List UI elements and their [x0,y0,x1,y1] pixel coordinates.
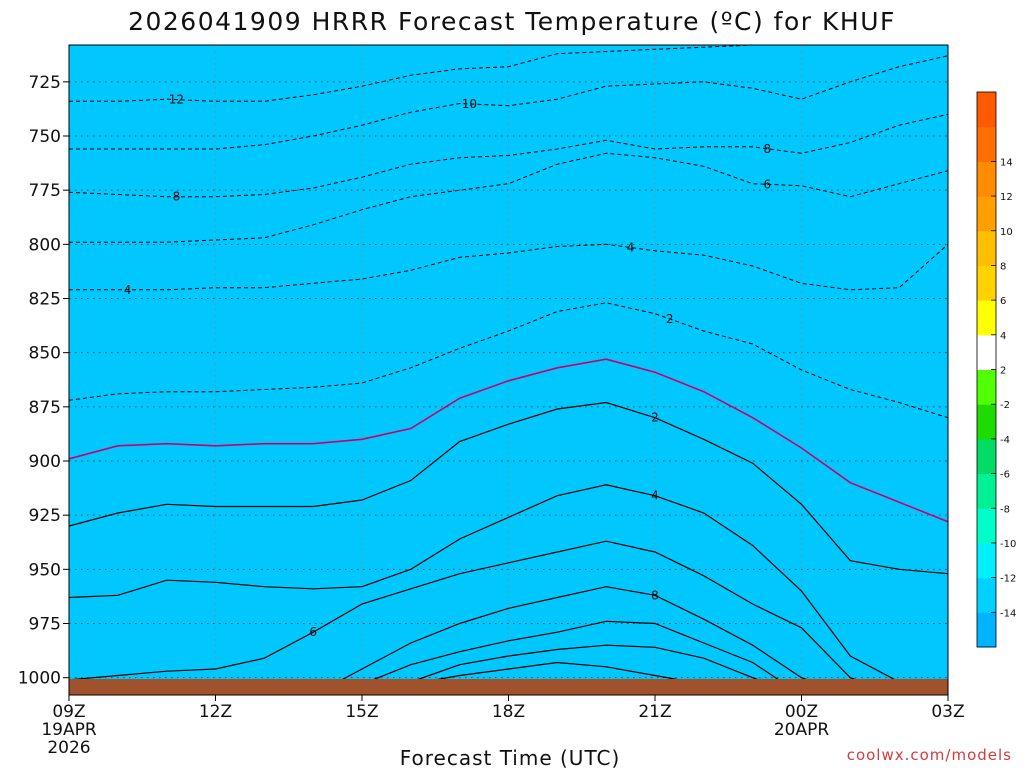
x-tick-label-18Z: 18Z [492,702,525,722]
colorbar-label-0: -14 [1000,608,1016,619]
contour-label-11: 6 [309,625,317,639]
ground-surface [69,679,948,695]
isotherm-0 [69,358,948,523]
colorbar-label-12: 12 [1000,192,1013,203]
colorbar-label-4: -6 [1000,470,1010,481]
isotherm-minus-12 [69,45,948,102]
colorbar-swatch-8 [977,334,996,370]
isotherm-12 [69,644,948,695]
colorbar-swatch-10 [977,265,996,301]
contour-label-6: 4 [124,283,132,297]
colorbar-label-13: 14 [1000,157,1013,168]
colorbar-swatch-12 [977,196,996,232]
y-tick-label-1000: 1000 [18,669,61,689]
colorbar-label-5: -4 [1000,435,1010,446]
colorbar-label-1: -12 [1000,574,1016,585]
colorbar-legend: -14 -12 -10 -8 -6 -4 -2 2 4 6 8 10 12 14 [976,91,1016,648]
x-tick-date-00Z: 20APR [774,720,830,740]
x-tick-date-09Z: 19APR [41,720,97,740]
colorbar-swatch-11 [977,230,996,266]
colorbar-swatch-3 [977,508,996,544]
contour-label-1: 10 [462,97,477,111]
colorbar-label-9: 6 [1000,296,1006,307]
isotherm-minus-10 [69,55,948,150]
credit-text: coolwx.com/models [847,746,1012,764]
x-tick-label-03Z: 03Z [931,702,964,722]
y-tick-label-975: 975 [29,615,61,635]
y-tick-label-800: 800 [29,235,61,255]
colorbar-label-7: 2 [1000,366,1006,377]
colorbar-swatch-4 [977,473,996,509]
contour-label-0: 12 [169,93,184,107]
contour-label-9: 4 [651,489,659,503]
contour-labels: 12 10 8 8 6 4 4 2 2 4 8 6 [124,93,771,640]
isotherm-minus-4 [69,243,948,291]
contour-label-8: 2 [651,411,659,425]
colorbar-swatch-9 [977,300,996,336]
x-tick-label-09Z: 09Z [52,702,85,722]
y-tick-label-875: 875 [29,398,61,418]
colorbar-label-6: -2 [1000,400,1010,411]
x-axis-label: Forecast Time (UTC) [400,746,621,768]
contour-label-7: 2 [666,312,674,326]
chart-title: 2026041909 HRRR Forecast Temperature (ºC… [128,7,896,36]
x-tick-year-09Z: 2026 [47,738,90,758]
colorbar-swatch-15 [977,92,996,128]
y-tick-label-825: 825 [29,290,61,310]
isotherm-minus-8 [69,113,948,198]
contour-label-5: 4 [627,241,635,255]
isotherm-4 [69,484,948,695]
isotherm-2 [69,401,948,575]
x-tick-label-12Z: 12Z [199,702,232,722]
contour-label-2: 8 [763,142,771,156]
colorbar-swatch-14 [977,126,996,162]
colorbar-label-11: 10 [1000,227,1013,238]
colorbar-swatch-5 [977,438,996,475]
isotherm-14 [69,661,948,695]
colorbar-swatch-6 [977,404,996,440]
contour-label-4: 6 [763,177,771,191]
x-tick-label-00Z: 00Z [785,702,818,722]
colorbar-swatch-1 [977,577,996,613]
isotherm-8 [69,586,948,695]
y-axis: 725 750 775 800 825 850 875 900 925 950 975 1000 [18,73,69,689]
colorbar-label-3: -8 [1000,504,1010,515]
y-tick-label-850: 850 [29,344,61,364]
isotherm-minus-2 [69,302,948,419]
y-tick-label-775: 775 [29,181,61,201]
grid-lines [69,45,948,695]
contour-label-3: 8 [173,190,181,204]
isotherm-6 [69,540,948,695]
isotherm-10 [69,620,948,695]
y-tick-label-750: 750 [29,127,61,147]
y-tick-label-950: 950 [29,560,61,580]
x-tick-label-15Z: 15Z [345,702,378,722]
temp-band-below-to--14 [69,45,948,695]
colorbar-swatch-0 [977,612,996,648]
contour-label-10: 8 [651,588,659,602]
y-tick-label-925: 925 [29,506,61,526]
isotherm-lines [69,45,948,695]
colorbar-label-8: 4 [1000,331,1006,342]
colorbar-label-10: 8 [1000,261,1006,272]
colorbar-swatch-13 [977,161,996,197]
colorbar-swatch-2 [977,542,996,579]
colorbar-label-2: -10 [1000,539,1016,550]
y-tick-label-900: 900 [29,452,61,472]
colorbar-swatch-7 [977,369,996,405]
x-tick-label-21Z: 21Z [638,702,671,722]
y-tick-label-725: 725 [29,73,61,93]
